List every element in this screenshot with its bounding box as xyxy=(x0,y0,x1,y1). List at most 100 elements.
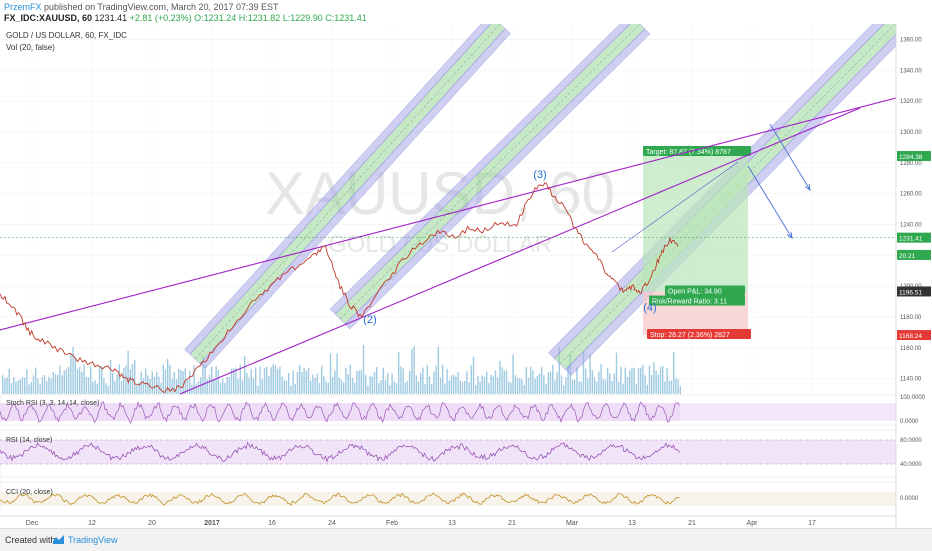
volume-bar xyxy=(433,371,435,394)
time-tick-label: 2017 xyxy=(204,520,220,527)
volume-bar xyxy=(494,370,497,394)
volume-bar xyxy=(629,370,631,394)
volume-bar xyxy=(677,379,679,394)
price-badge-label: 20.21 xyxy=(899,253,916,260)
volume-bar xyxy=(461,382,464,394)
volume-bar xyxy=(305,371,307,394)
rsi-label: RSI (14, close) xyxy=(6,437,52,444)
volume-bar xyxy=(525,367,527,394)
volume-bar xyxy=(142,378,145,394)
volume-bar xyxy=(316,373,318,394)
price-badge-label: 1168.24 xyxy=(899,333,922,340)
projection-arrows xyxy=(747,123,811,239)
volume-bar xyxy=(202,356,204,394)
volume-bar xyxy=(68,366,70,394)
volume-bar xyxy=(125,365,127,394)
tradingview-brand[interactable]: TradingView xyxy=(68,535,118,545)
chart-canvas[interactable]: XAUUSD, 60 GOLD / US DOLLAR Target: 87.8… xyxy=(0,24,932,528)
volume-bar xyxy=(98,366,101,394)
volume-bar xyxy=(63,370,65,394)
wave-line xyxy=(611,161,739,253)
volume-bar xyxy=(239,364,241,394)
volume-bar xyxy=(648,365,651,394)
volume-bar xyxy=(250,368,252,394)
price-tick-label: 1340.00 xyxy=(900,68,922,74)
volume-bar xyxy=(453,374,455,394)
volume-bar xyxy=(151,371,153,394)
volume-bar xyxy=(367,385,369,394)
volume-bar xyxy=(197,381,200,394)
cci-pane[interactable]: CCI (20, close) xyxy=(0,481,897,517)
volume-bar xyxy=(171,378,173,394)
volume-bar xyxy=(266,366,268,394)
volume-bar xyxy=(312,374,314,394)
volume-bar xyxy=(259,366,261,394)
volume-bar xyxy=(26,368,28,394)
volume-bar xyxy=(263,368,266,394)
volume-bar xyxy=(622,383,624,394)
time-tick-label: 21 xyxy=(508,520,516,527)
volume-bar xyxy=(277,368,279,394)
volume-bar xyxy=(466,371,468,394)
volume-bar xyxy=(477,375,479,394)
volume-bar xyxy=(464,381,466,394)
volume-bar xyxy=(505,370,508,394)
volume-bar xyxy=(153,376,156,394)
stoch-rsi-pane[interactable]: Stoch RSI (3, 3, 14, 14, close) xyxy=(0,394,897,426)
volume-bar xyxy=(411,348,413,394)
channel-median xyxy=(194,24,501,360)
volume-bar xyxy=(41,377,43,394)
time-axis[interactable]: Dec 12 20 2017 16 24 Feb 13 21 Mar 13 21 Apr 17 xyxy=(0,515,896,527)
volume-bar xyxy=(158,376,160,394)
profit-zone xyxy=(643,155,748,292)
volume-bar xyxy=(224,382,226,394)
volume-bar xyxy=(182,371,184,394)
price-badge xyxy=(897,249,931,260)
price-axis[interactable]: 1140.001160.001180.001200.001220.001240.… xyxy=(0,24,932,528)
volume-bar xyxy=(428,376,431,394)
volume-bar xyxy=(523,384,525,394)
volume-bar xyxy=(334,370,336,394)
volume-bar xyxy=(6,377,8,394)
volume-bar xyxy=(294,383,296,394)
volume-bar xyxy=(13,377,15,394)
volume-bar xyxy=(279,366,281,394)
volume-bar xyxy=(318,383,321,394)
volume-bar xyxy=(618,381,620,394)
volume-bar xyxy=(230,368,233,394)
volume-bar xyxy=(571,379,574,394)
price-badge xyxy=(897,150,931,161)
volume-bar xyxy=(59,365,61,394)
volume-bar xyxy=(347,374,349,394)
volume-bar xyxy=(120,380,123,394)
rsi-pane[interactable]: RSI (14, close) xyxy=(0,429,897,478)
volume-bar xyxy=(459,380,461,394)
volume-bar xyxy=(395,383,398,394)
volume-bar xyxy=(268,376,270,394)
volume-bar xyxy=(303,367,305,394)
trend-lines xyxy=(0,97,897,395)
rsi-axis-bottom: 40.0000 xyxy=(900,462,922,468)
volume-bar xyxy=(226,377,228,394)
wave-labels: (2) (3) (4) xyxy=(363,169,656,326)
volume-bar xyxy=(402,368,404,394)
volume-bar xyxy=(147,375,149,394)
volume-bar xyxy=(596,381,598,394)
volume-bar xyxy=(219,382,222,394)
volume-bar xyxy=(118,364,120,394)
volume-bar xyxy=(662,366,664,394)
publisher-name[interactable]: PrzemFX xyxy=(4,2,42,12)
volume-bar xyxy=(61,375,63,394)
volume-bar xyxy=(604,379,607,394)
volume-bar xyxy=(446,369,448,394)
volume-bar xyxy=(607,367,609,394)
volume-bar xyxy=(57,374,59,394)
time-tick-label: 20 xyxy=(148,520,156,527)
time-tick-label: 13 xyxy=(628,520,636,527)
volume-bar xyxy=(65,368,68,394)
volume-bar xyxy=(252,378,255,394)
volume-bar xyxy=(420,372,422,394)
volume-bar xyxy=(54,373,57,394)
volume-bar xyxy=(389,385,391,394)
volume-bar xyxy=(314,377,316,394)
